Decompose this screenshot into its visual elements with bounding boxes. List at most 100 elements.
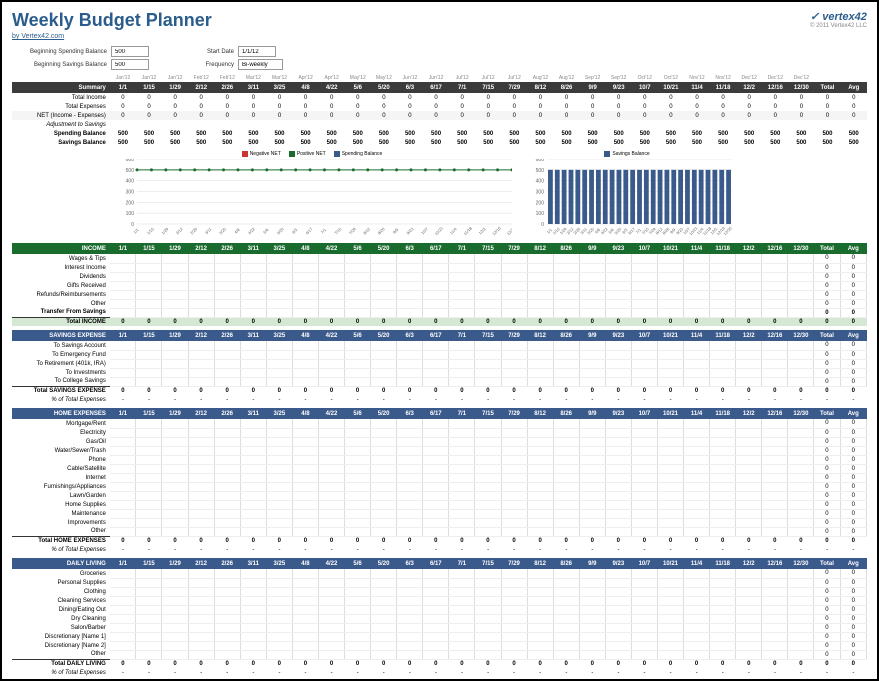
cell[interactable] — [475, 350, 501, 359]
cell[interactable] — [631, 341, 657, 350]
cell[interactable] — [318, 632, 344, 641]
subtitle-link[interactable]: by Vertex42.com — [12, 33, 212, 40]
cell[interactable] — [136, 623, 162, 632]
beg-save-input[interactable] — [111, 59, 149, 70]
cell[interactable] — [423, 464, 449, 473]
cell[interactable] — [710, 464, 736, 473]
cell[interactable] — [553, 446, 579, 455]
cell[interactable] — [240, 527, 266, 536]
cell[interactable] — [136, 368, 162, 377]
cell[interactable] — [579, 641, 605, 650]
cell[interactable] — [162, 632, 188, 641]
cell[interactable]: 500 — [214, 138, 240, 147]
cell[interactable] — [188, 641, 214, 650]
cell[interactable] — [631, 482, 657, 491]
cell[interactable] — [397, 263, 423, 272]
cell[interactable] — [579, 281, 605, 290]
cell[interactable] — [788, 281, 814, 290]
cell[interactable] — [371, 500, 397, 509]
cell[interactable] — [579, 377, 605, 386]
cell[interactable] — [762, 527, 788, 536]
cell[interactable]: 500 — [423, 129, 449, 138]
cell[interactable] — [657, 650, 683, 659]
cell[interactable] — [345, 632, 371, 641]
cell[interactable] — [449, 650, 475, 659]
cell[interactable] — [605, 341, 631, 350]
cell[interactable] — [788, 623, 814, 632]
cell[interactable] — [345, 605, 371, 614]
cell[interactable]: 500 — [736, 129, 762, 138]
cell[interactable] — [605, 482, 631, 491]
cell[interactable] — [292, 299, 318, 308]
cell[interactable] — [318, 437, 344, 446]
cell[interactable] — [501, 650, 527, 659]
cell[interactable] — [684, 632, 710, 641]
cell[interactable] — [631, 632, 657, 641]
cell[interactable] — [240, 605, 266, 614]
cell[interactable] — [188, 527, 214, 536]
cell[interactable] — [657, 518, 683, 527]
cell[interactable] — [710, 437, 736, 446]
cell[interactable] — [449, 377, 475, 386]
cell[interactable] — [684, 641, 710, 650]
cell[interactable] — [266, 482, 292, 491]
cell[interactable] — [501, 437, 527, 446]
cell[interactable]: 500 — [762, 138, 788, 147]
cell[interactable] — [371, 569, 397, 578]
cell[interactable]: 0 — [397, 111, 423, 120]
cell[interactable] — [136, 263, 162, 272]
cell[interactable] — [162, 437, 188, 446]
cell[interactable] — [240, 341, 266, 350]
cell[interactable] — [110, 308, 136, 317]
cell[interactable]: 0 — [527, 93, 553, 102]
cell[interactable] — [501, 614, 527, 623]
cell[interactable] — [788, 299, 814, 308]
cell[interactable] — [684, 491, 710, 500]
cell[interactable] — [371, 605, 397, 614]
cell[interactable] — [214, 120, 240, 129]
cell[interactable] — [736, 359, 762, 368]
cell[interactable] — [214, 614, 240, 623]
cell[interactable] — [397, 569, 423, 578]
cell[interactable] — [214, 509, 240, 518]
cell[interactable] — [345, 614, 371, 623]
cell[interactable] — [110, 368, 136, 377]
cell[interactable] — [762, 377, 788, 386]
cell[interactable] — [318, 254, 344, 263]
cell[interactable] — [527, 482, 553, 491]
cell[interactable] — [423, 419, 449, 428]
cell[interactable] — [710, 587, 736, 596]
cell[interactable] — [579, 632, 605, 641]
cell[interactable] — [762, 569, 788, 578]
cell[interactable] — [475, 587, 501, 596]
cell[interactable] — [657, 437, 683, 446]
cell[interactable] — [736, 464, 762, 473]
cell[interactable] — [397, 464, 423, 473]
cell[interactable] — [553, 263, 579, 272]
cell[interactable] — [397, 455, 423, 464]
cell[interactable] — [788, 650, 814, 659]
cell[interactable] — [631, 419, 657, 428]
cell[interactable] — [657, 605, 683, 614]
cell[interactable] — [631, 350, 657, 359]
cell[interactable] — [397, 281, 423, 290]
cell[interactable] — [136, 377, 162, 386]
cell[interactable] — [345, 464, 371, 473]
cell[interactable] — [605, 308, 631, 317]
cell[interactable] — [162, 308, 188, 317]
cell[interactable] — [657, 341, 683, 350]
cell[interactable] — [553, 623, 579, 632]
cell[interactable] — [553, 650, 579, 659]
cell[interactable] — [240, 500, 266, 509]
cell[interactable] — [449, 299, 475, 308]
cell[interactable] — [762, 281, 788, 290]
cell[interactable] — [318, 500, 344, 509]
cell[interactable]: 0 — [736, 102, 762, 111]
cell[interactable] — [762, 473, 788, 482]
cell[interactable] — [736, 308, 762, 317]
cell[interactable] — [579, 272, 605, 281]
cell[interactable]: 500 — [240, 138, 266, 147]
cell[interactable] — [788, 527, 814, 536]
cell[interactable] — [371, 464, 397, 473]
cell[interactable] — [710, 623, 736, 632]
